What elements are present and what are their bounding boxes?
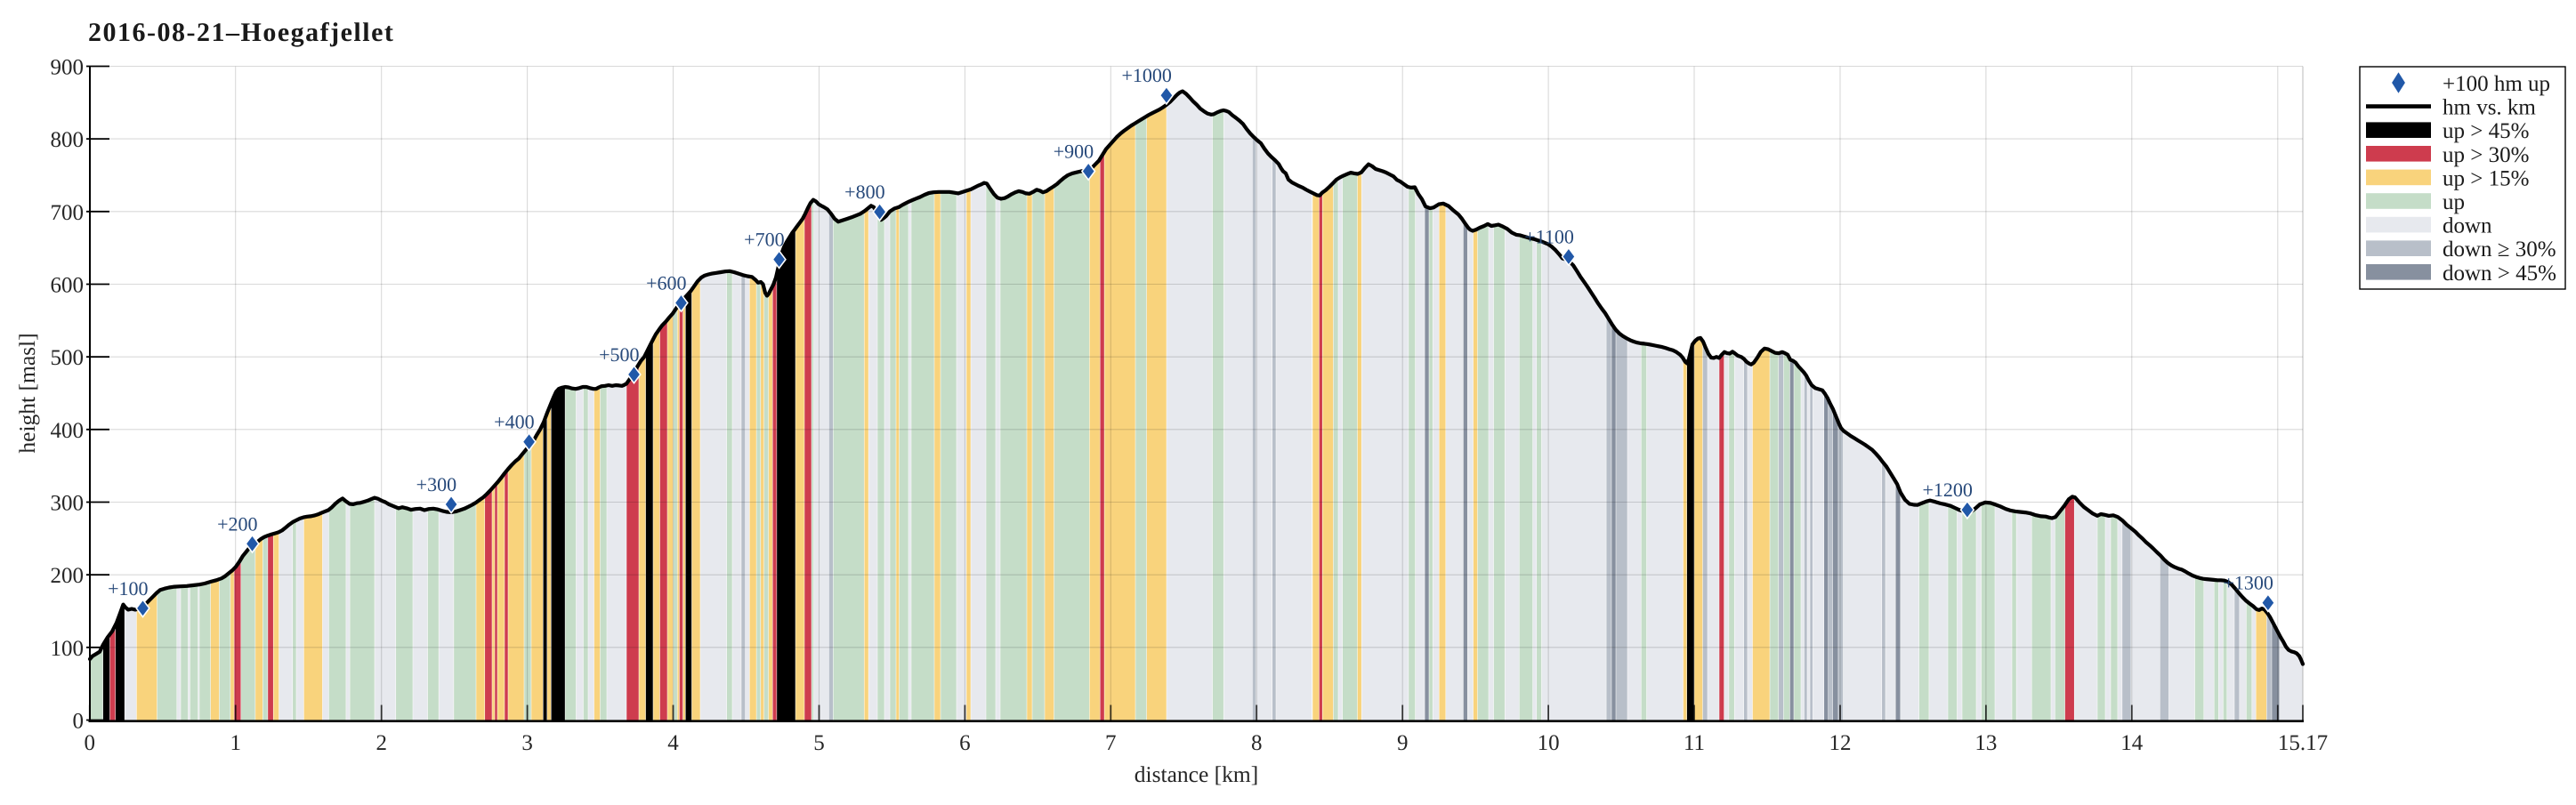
svg-text:1: 1 [230, 731, 241, 755]
svg-text:8: 8 [1251, 731, 1263, 755]
svg-text:+600: +600 [646, 272, 686, 294]
svg-text:700: 700 [51, 201, 85, 225]
svg-text:up > 15%: up > 15% [2443, 166, 2529, 190]
svg-text:+900: +900 [1054, 141, 1094, 163]
svg-text:13: 13 [1974, 731, 1997, 755]
svg-text:up > 45%: up > 45% [2443, 119, 2529, 143]
svg-text:height [masl]: height [masl] [14, 333, 40, 453]
svg-text:+1200: +1200 [1922, 479, 1972, 501]
svg-text:down ≥ 30%: down ≥ 30% [2443, 237, 2556, 262]
svg-text:+100 hm up: +100 hm up [2443, 72, 2550, 96]
svg-text:+100: +100 [108, 577, 148, 600]
svg-text:6: 6 [959, 731, 971, 755]
svg-text:+800: +800 [844, 181, 884, 203]
svg-text:+1300: +1300 [2223, 572, 2273, 594]
svg-text:14: 14 [2120, 731, 2144, 755]
svg-text:4: 4 [667, 731, 679, 755]
svg-text:11: 11 [1684, 731, 1705, 755]
svg-text:800: 800 [51, 128, 85, 152]
svg-text:600: 600 [51, 274, 85, 298]
svg-text:5: 5 [813, 731, 825, 755]
svg-text:200: 200 [51, 564, 85, 588]
svg-text:9: 9 [1397, 731, 1409, 755]
svg-text:2: 2 [375, 731, 387, 755]
svg-text:2016-08-21–Hoegafjellet: 2016-08-21–Hoegafjellet [88, 18, 394, 47]
svg-text:10: 10 [1538, 731, 1560, 755]
svg-text:+1000: +1000 [1121, 64, 1171, 86]
svg-text:hm vs. km: hm vs. km [2443, 96, 2536, 120]
svg-text:500: 500 [51, 346, 85, 370]
svg-text:900: 900 [51, 56, 85, 80]
svg-text:down: down [2443, 214, 2492, 238]
svg-text:distance [km]: distance [km] [1135, 761, 1259, 787]
svg-text:300: 300 [51, 492, 85, 516]
svg-text:+700: +700 [744, 229, 784, 251]
svg-text:up > 30%: up > 30% [2443, 143, 2529, 167]
svg-text:up: up [2443, 190, 2465, 214]
svg-text:12: 12 [1829, 731, 1852, 755]
svg-text:400: 400 [51, 419, 85, 443]
svg-text:3: 3 [521, 731, 533, 755]
svg-text:down > 45%: down > 45% [2443, 262, 2556, 286]
svg-text:0: 0 [73, 710, 85, 734]
svg-text:+200: +200 [217, 512, 257, 535]
svg-text:15.17: 15.17 [2278, 731, 2328, 755]
svg-text:0: 0 [85, 731, 96, 755]
svg-text:+500: +500 [599, 343, 639, 366]
svg-text:+1100: +1100 [1524, 226, 1574, 248]
svg-text:+300: +300 [416, 473, 456, 495]
svg-text:100: 100 [51, 637, 85, 661]
svg-text:7: 7 [1105, 731, 1117, 755]
svg-text:+400: +400 [494, 411, 534, 433]
